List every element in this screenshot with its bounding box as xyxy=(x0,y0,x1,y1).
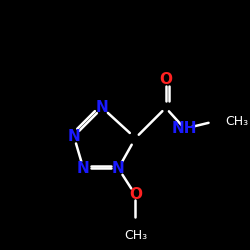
Text: CH₃: CH₃ xyxy=(124,229,147,242)
Text: N: N xyxy=(77,161,90,176)
Text: CH₃: CH₃ xyxy=(226,114,248,128)
Text: O: O xyxy=(129,188,142,202)
Text: N: N xyxy=(112,161,125,176)
Text: N: N xyxy=(68,129,80,144)
Text: O: O xyxy=(159,72,172,87)
Text: NH: NH xyxy=(172,121,198,136)
Text: N: N xyxy=(96,100,109,115)
